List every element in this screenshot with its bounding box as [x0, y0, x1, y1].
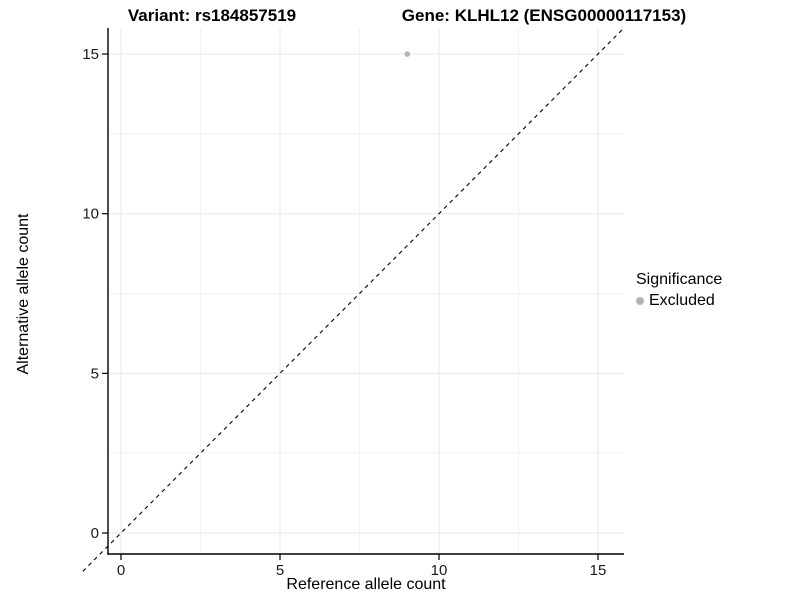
- x-tick-label: 5: [276, 562, 284, 579]
- x-tick-label: 15: [590, 562, 607, 579]
- y-tick-label: 10: [82, 206, 99, 223]
- legend-point-icon: [636, 297, 644, 305]
- plot-title-gene: Gene: KLHL12 (ENSG00000117153): [401, 6, 687, 25]
- legend-title: Significance: [636, 271, 723, 288]
- legend-item-excluded: Excluded: [636, 292, 722, 310]
- plot-title-variant: Variant: rs184857519: [127, 6, 297, 25]
- identity-line: [82, 27, 625, 572]
- y-tick-label: 5: [91, 365, 99, 382]
- x-tick-label: 0: [117, 562, 125, 579]
- legend-item-label: Excluded: [649, 292, 715, 309]
- y-tick-label: 0: [91, 525, 99, 542]
- x-tick-label: 10: [431, 562, 448, 579]
- legend: Significance Excluded: [636, 271, 722, 310]
- y-tick-label: 15: [82, 46, 99, 63]
- x-axis-title: Reference allele count: [286, 576, 446, 593]
- y-axis-title: Alternative allele count: [15, 213, 32, 375]
- data-point: [404, 51, 411, 57]
